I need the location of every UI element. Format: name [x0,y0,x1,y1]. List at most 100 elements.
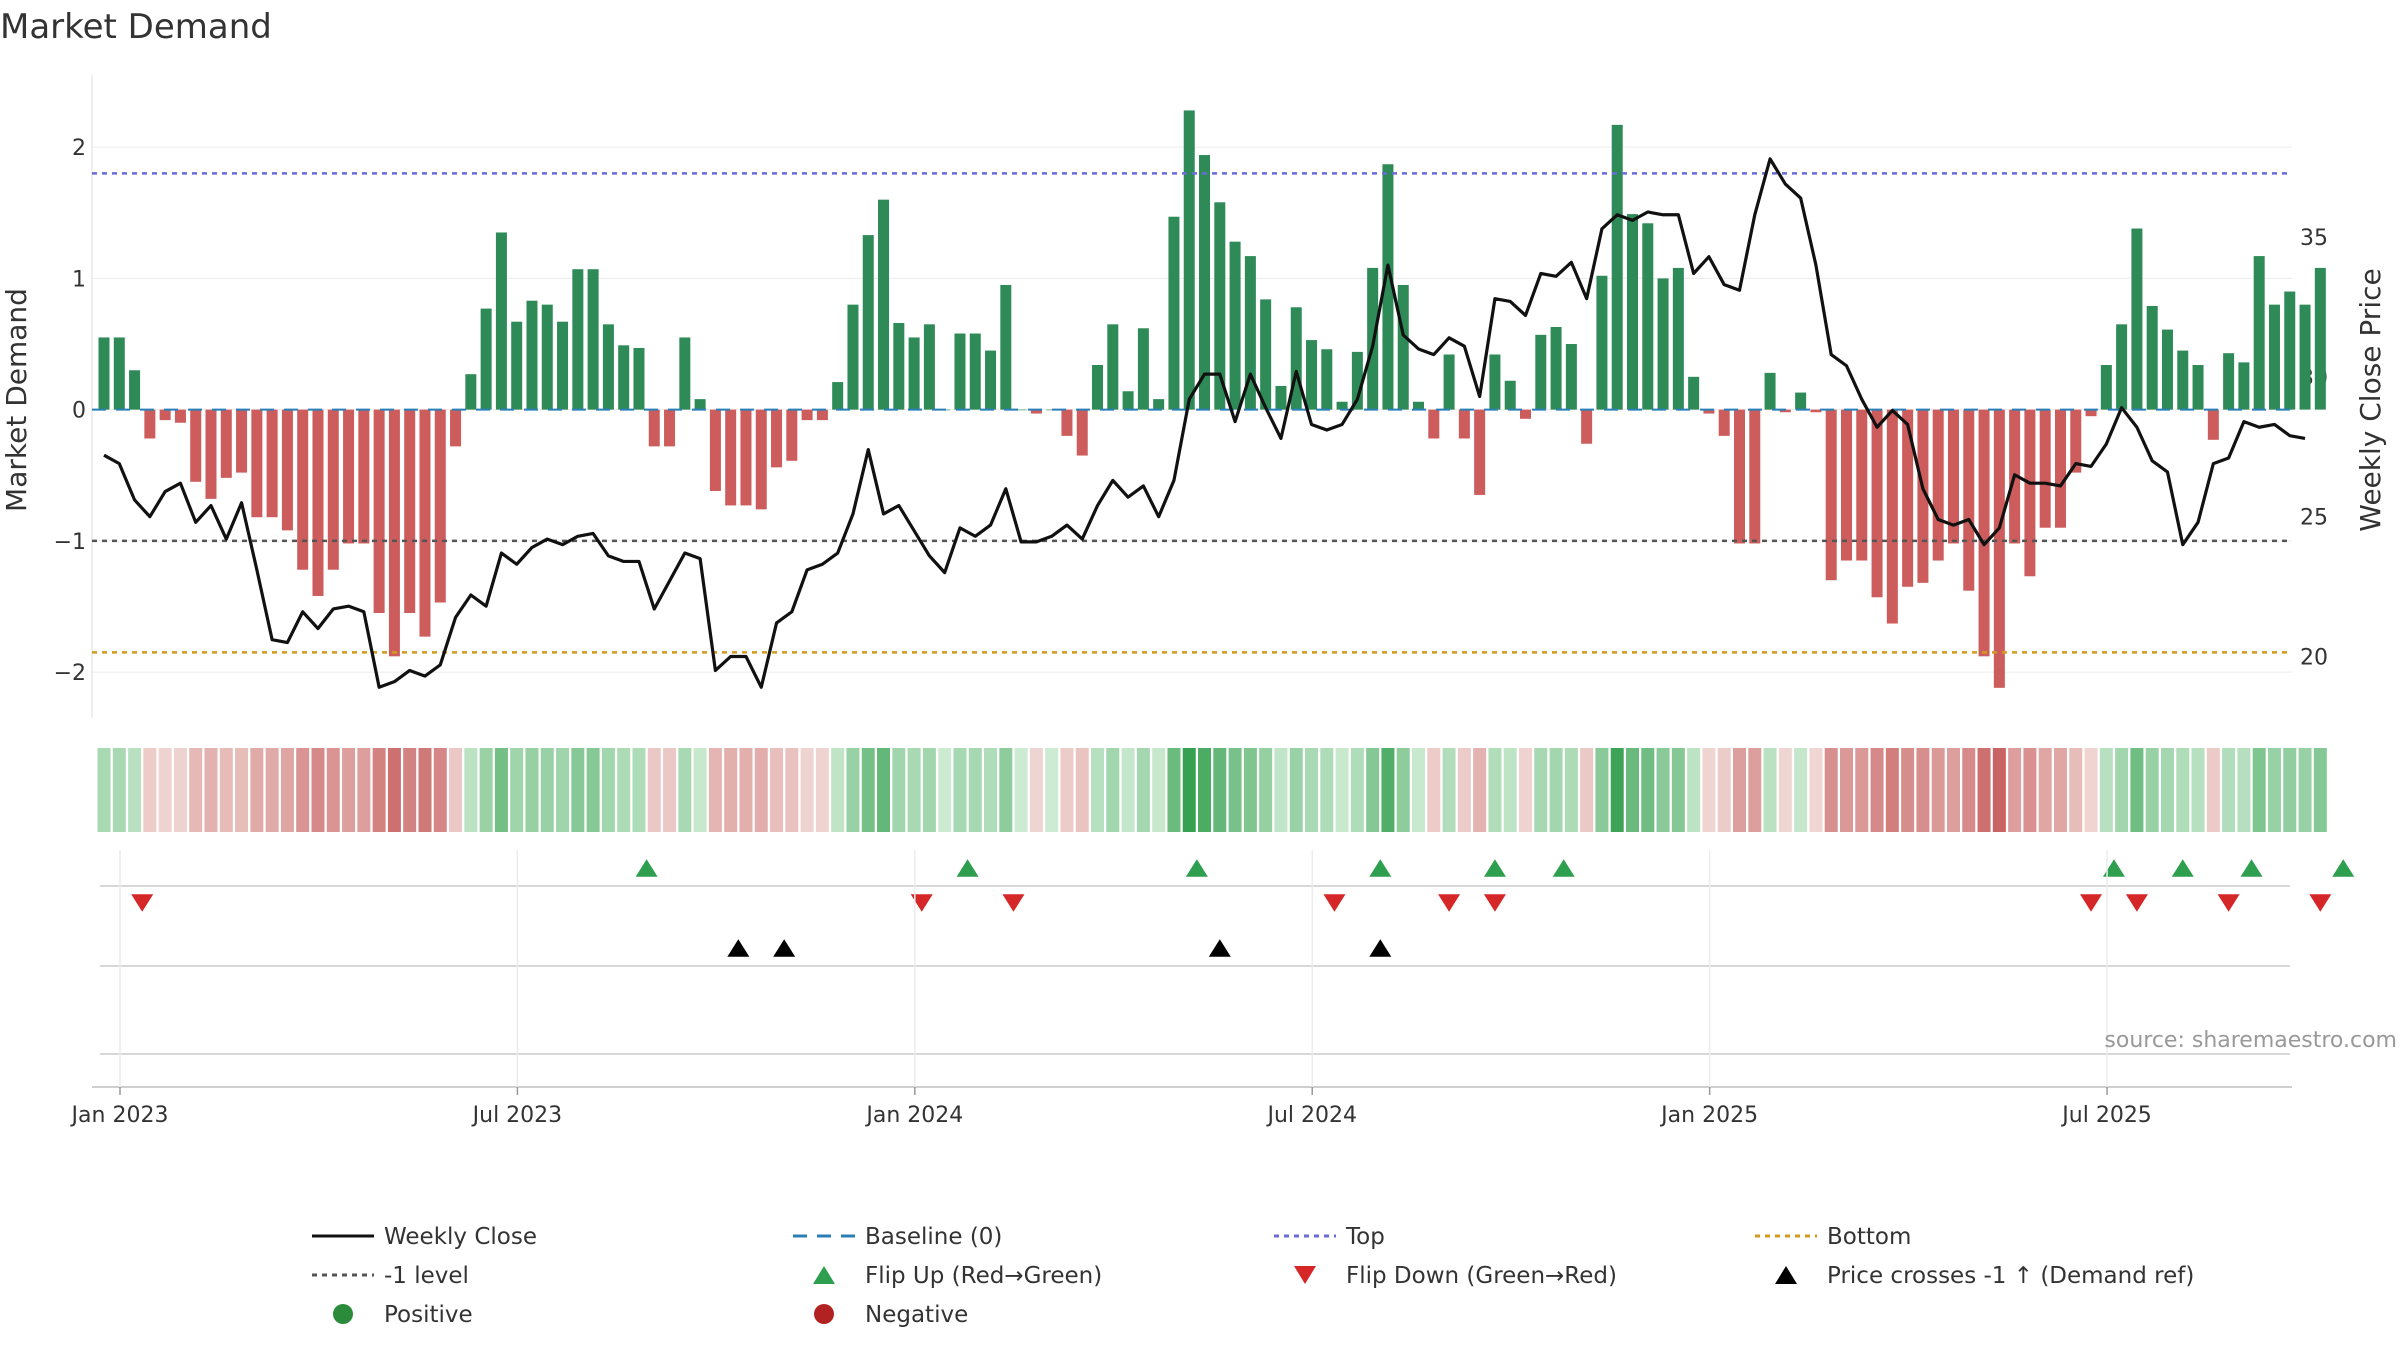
heat-cell [1167,748,1181,832]
heat-cell [2130,748,2144,832]
weekly-close-line [103,157,2306,689]
heat-cell [724,748,738,832]
heat-cell [204,748,218,832]
demand-bar [1290,307,1302,410]
flip-up-marker [2171,859,2194,877]
heat-cell [1259,748,1273,832]
heat-cell [1839,748,1853,832]
demand-bar [1795,392,1807,410]
demand-bar [1840,409,1852,561]
demand-bar [1397,284,1409,410]
heat-cell [1931,748,1945,832]
heat-cell [235,748,249,832]
demand-bar [1581,409,1593,444]
demand-bar [1061,409,1073,436]
heat-cell [999,748,1013,832]
flip-up-marker [635,859,658,877]
heat-cell [1045,748,1059,832]
heat-cell [1534,748,1548,832]
y-tick-label: 1 [72,267,86,292]
demand-bar [251,409,263,518]
heat-cell [1488,748,1502,832]
demand-bar [1076,409,1088,456]
demand-bar [1046,409,1058,411]
flip-down-marker [131,894,154,912]
demand-bar [404,409,416,614]
demand-bar [1000,284,1012,410]
heat-cell [1274,748,1288,832]
heat-cell [1198,748,1212,832]
heat-cell [97,748,111,832]
heat-cell [387,748,401,832]
demand-bar [862,235,874,410]
demand-bar [388,409,400,657]
demand-bar [1886,409,1898,624]
heat-cell [800,748,814,832]
flip-up-marker [2102,859,2125,877]
demand-bar [1015,409,1027,411]
heat-cell [2038,748,2052,832]
heat-cell [2160,748,2174,832]
demand-bar [327,409,339,570]
heat-cell [1778,748,1792,832]
demand-bar [511,321,523,410]
heat-cell [1289,748,1303,832]
heat-cell [433,748,447,832]
legend-swatch [813,1266,835,1284]
heat-cell [1136,748,1150,832]
demand-bar [1504,380,1516,410]
heat-cell [479,748,493,832]
heat-cell [2222,748,2236,832]
heat-cell [464,748,478,832]
demand-bar [1733,409,1745,544]
heat-cell [1213,748,1227,832]
demand-bar [2085,409,2097,417]
flip-down-marker [1483,894,1506,912]
demand-bar [1672,267,1684,410]
heat-cell [815,748,829,832]
heat-cell [1901,748,1915,832]
demand-bar [679,337,691,410]
demand-bar [1168,216,1180,410]
demand-bar [1260,299,1272,410]
heat-cell [601,748,615,832]
heat-cell [1381,748,1395,832]
demand-bar [2223,353,2235,410]
demand-bar [1092,365,1104,410]
legend-swatch [333,1304,353,1324]
heat-cell [510,748,524,832]
demand-bar [1199,155,1211,410]
demand-bar [985,350,997,410]
heat-cell [1014,748,1028,832]
heat-cell [1396,748,1410,832]
legend: Weekly Close Baseline (0) Top Bottom -1 leve… [312,1224,2194,1328]
price-cross-marker [1369,939,1392,957]
legend-label: Negative [865,1302,968,1328]
heat-cell [846,748,860,832]
heat-cell [586,748,600,832]
demand-bar [1428,409,1440,439]
y-tick-label: 2 [72,136,86,161]
demand-bar [2238,362,2250,410]
legend-label: Positive [384,1302,473,1328]
flip-up-marker [1552,859,1575,877]
heat-cell [449,748,463,832]
demand-bar [2177,350,2189,410]
heat-cell [1580,748,1594,832]
heat-cell [632,748,646,832]
demand-bar [1520,409,1532,419]
legend-label: Weekly Close [384,1224,537,1250]
legend-label: Bottom [1827,1224,1911,1250]
heat-cell [311,748,325,832]
demand-bar [2253,256,2265,410]
demand-bar [893,323,905,410]
heat-cell [1335,748,1349,832]
heat-cell [693,748,707,832]
y-tick-label: −2 [54,661,86,686]
demand-bar [2161,329,2173,410]
demand-bar [786,409,798,461]
price-cross-marker [727,939,750,957]
heat-cell [663,748,677,832]
x-tick-label: Jul 2023 [471,1103,563,1128]
demand-bar [2207,409,2219,440]
